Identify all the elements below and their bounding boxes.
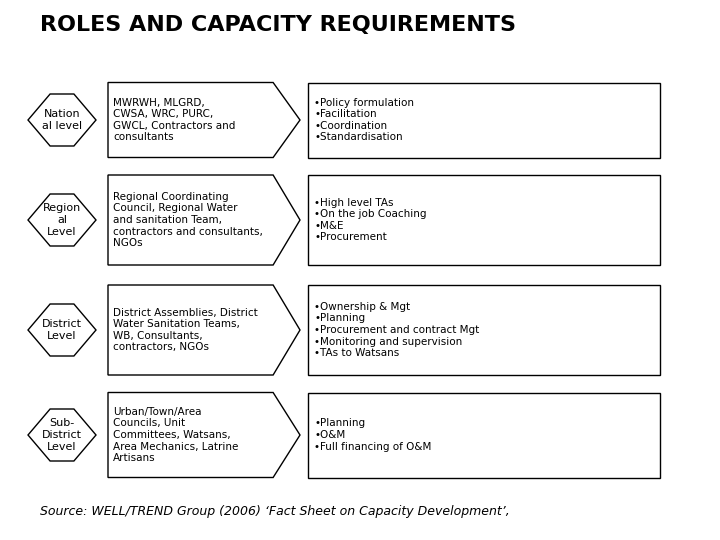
Text: MWRWH, MLGRD,
CWSA, WRC, PURC,
GWCL, Contractors and
consultants: MWRWH, MLGRD, CWSA, WRC, PURC, GWCL, Con… (113, 98, 235, 143)
Text: ROLES AND CAPACITY REQUIREMENTS: ROLES AND CAPACITY REQUIREMENTS (40, 15, 516, 35)
Text: •Ownership & Mgt
•Planning
•Procurement and contract Mgt
•Monitoring and supervi: •Ownership & Mgt •Planning •Procurement … (314, 302, 480, 358)
Text: Region
al
Level: Region al Level (43, 204, 81, 237)
Text: Sub-
District
Level: Sub- District Level (42, 418, 82, 451)
Text: •Planning
•O&M
•Full financing of O&M: •Planning •O&M •Full financing of O&M (314, 418, 431, 451)
Bar (308, 393, 660, 477)
Text: District
Level: District Level (42, 319, 82, 341)
Bar (308, 285, 660, 375)
Text: Nation
al level: Nation al level (42, 109, 82, 131)
Text: •High level TAs
•On the job Coaching
•M&E
•Procurement: •High level TAs •On the job Coaching •M&… (314, 198, 426, 242)
Bar (308, 83, 660, 158)
Text: Regional Coordinating
Council, Regional Water
and sanitation Team,
contractors a: Regional Coordinating Council, Regional … (113, 192, 263, 248)
Bar (308, 175, 660, 265)
Text: •Policy formulation
•Facilitation
•Coordination
•Standardisation: •Policy formulation •Facilitation •Coord… (314, 98, 414, 143)
Text: District Assemblies, District
Water Sanitation Teams,
WB, Consultants,
contracto: District Assemblies, District Water Sani… (113, 308, 258, 353)
Text: Urban/Town/Area
Councils, Unit
Committees, Watsans,
Area Mechanics, Latrine
Arti: Urban/Town/Area Councils, Unit Committee… (113, 407, 238, 463)
Text: Source: WELL/TREND Group (2006) ‘Fact Sheet on Capacity Development’,: Source: WELL/TREND Group (2006) ‘Fact Sh… (40, 505, 510, 518)
